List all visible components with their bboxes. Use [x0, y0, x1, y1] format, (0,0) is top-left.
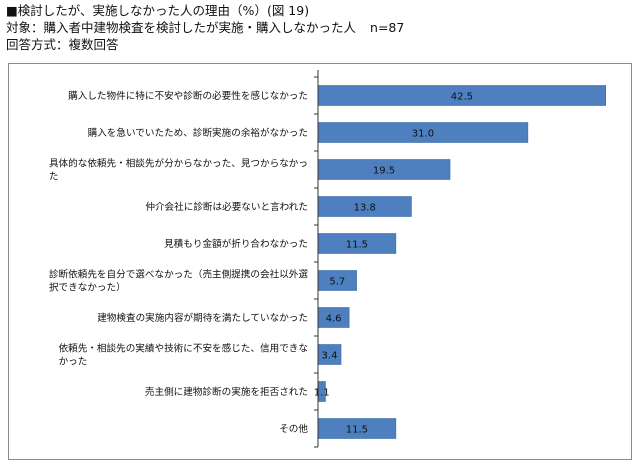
- value-label-2: 31.0: [412, 129, 434, 140]
- bar-chart: 42.5 購入した物件に特に不安や診断の必要性を感じなかった 31.0 購入を急いでい…: [49, 70, 607, 448]
- category-label-3-line-1: 具体的な依頼先・相談先が分からなかった、見つからなかっ: [49, 158, 308, 170]
- target-description: 対象：購入者中建物検査を検討したが実施・購入しなかった人 n=87: [6, 19, 404, 36]
- value-label-7: 4.6: [326, 314, 342, 325]
- value-label-1: 42.5: [451, 92, 473, 103]
- category-label-4: 仲介会社に診断は必要ないと言われた: [145, 201, 308, 213]
- category-label-3-line-2: た: [49, 172, 59, 183]
- category-label-8-line-2: かった: [59, 357, 88, 368]
- value-label-8: 3.4: [322, 351, 338, 362]
- category-label-8-line-1: 依頼先・相談先の実績や技術に不安を感じた、信用できな: [59, 343, 308, 355]
- answer-method: 回答方式：複数回答: [6, 37, 119, 52]
- sample-size: n=87: [370, 20, 405, 35]
- category-label-5: 見積もり金額が折り合わなかった: [164, 238, 308, 250]
- value-label-3: 19.5: [373, 166, 395, 177]
- target-label: 対象：購入者中建物検査を検討したが実施・購入しなかった人: [6, 20, 357, 35]
- value-label-5: 11.5: [346, 240, 368, 251]
- value-label-9: 1.1: [314, 388, 330, 399]
- category-label-1: 購入した物件に特に不安や診断の必要性を感じなかった: [68, 90, 308, 102]
- chart-frame: 42.5 購入した物件に特に不安や診断の必要性を感じなかった 31.0 購入を急いでい…: [8, 63, 632, 460]
- value-label-10: 11.5: [346, 425, 368, 436]
- category-label-2: 購入を急いでいたため、診断実施の余裕がなかった: [88, 127, 308, 139]
- category-label-6-line-2: 択できなかった）: [49, 282, 126, 294]
- category-label-9: 売主側に建物診断の実施を拒否された: [145, 386, 308, 398]
- chart-title: ■検討したが、実施しなかった人の理由（%）(図 19): [6, 3, 310, 18]
- value-label-4: 13.8: [354, 203, 376, 214]
- value-label-6: 5.7: [329, 277, 345, 288]
- category-label-7: 建物検査の実施内容が期待を満たしていなかった: [97, 312, 308, 324]
- category-label-10: その他: [279, 423, 308, 435]
- category-label-6-line-1: 診断依頼先を自分で選べなかった（売主側提携の会社以外選: [49, 269, 308, 281]
